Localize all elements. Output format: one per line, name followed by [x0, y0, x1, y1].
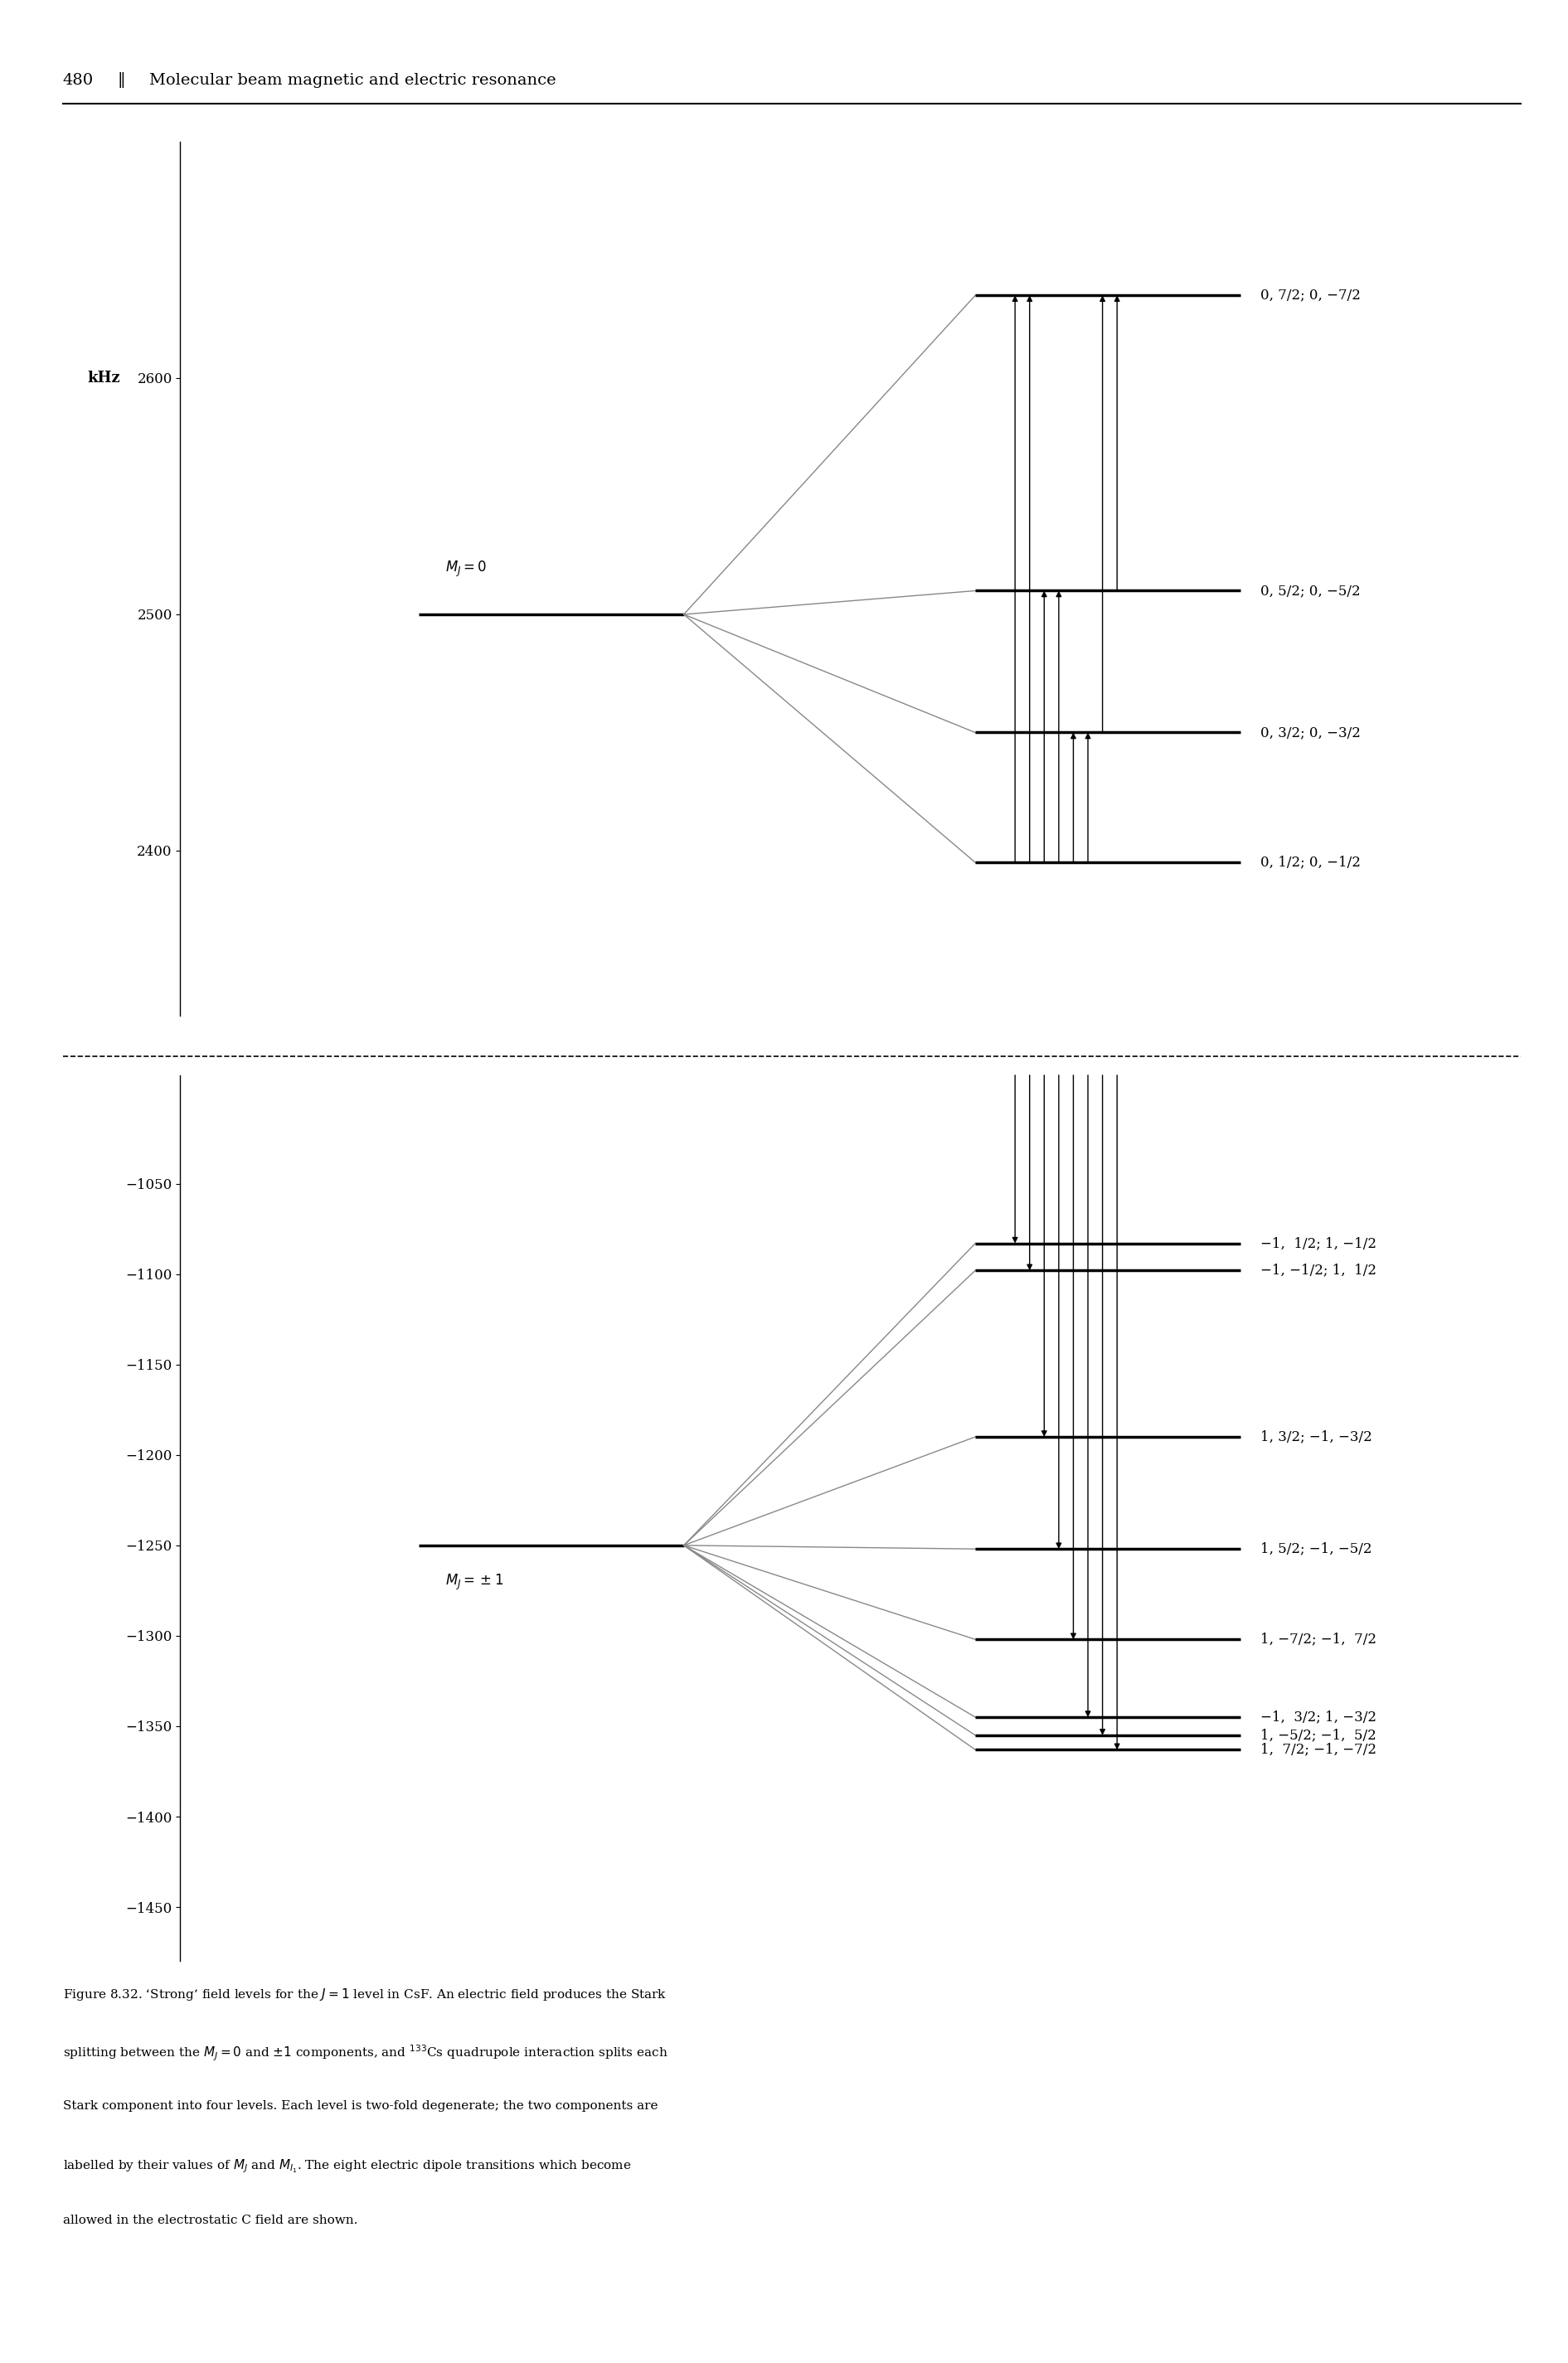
Text: −1,  1/2; 1, −1/2: −1, 1/2; 1, −1/2	[1261, 1236, 1377, 1250]
Text: labelled by their values of $M_J$ and $M_{I_1}$. The eight electric dipole trans: labelled by their values of $M_J$ and $M…	[63, 2157, 630, 2174]
Text: 0, 7/2; 0, −7/2: 0, 7/2; 0, −7/2	[1261, 288, 1361, 302]
Text: splitting between the $M_J = 0$ and $\pm1$ components, and $^{133}$Cs quadrupole: splitting between the $M_J = 0$ and $\pm…	[63, 2044, 668, 2063]
Text: 1, −5/2; −1,  5/2: 1, −5/2; −1, 5/2	[1261, 1727, 1377, 1742]
Text: kHz: kHz	[88, 371, 121, 385]
Text: 1,  7/2; −1, −7/2: 1, 7/2; −1, −7/2	[1261, 1742, 1377, 1756]
Text: 480: 480	[63, 73, 94, 87]
Text: $M_J=\pm 1$: $M_J=\pm 1$	[445, 1571, 503, 1593]
Text: Figure 8.32. ‘Strong’ field levels for the $J = 1$ level in CsF. An electric fie: Figure 8.32. ‘Strong’ field levels for t…	[63, 1987, 666, 2001]
Text: Molecular beam magnetic and electric resonance: Molecular beam magnetic and electric res…	[149, 73, 555, 87]
Text: −1, −1/2; 1,  1/2: −1, −1/2; 1, 1/2	[1261, 1264, 1377, 1278]
Text: allowed in the electrostatic C field are shown.: allowed in the electrostatic C field are…	[63, 2214, 358, 2226]
Text: −1,  3/2; 1, −3/2: −1, 3/2; 1, −3/2	[1261, 1711, 1377, 1725]
Text: 1, 3/2; −1, −3/2: 1, 3/2; −1, −3/2	[1261, 1430, 1372, 1444]
Text: 0, 3/2; 0, −3/2: 0, 3/2; 0, −3/2	[1261, 725, 1361, 740]
Text: Stark component into four levels. Each level is two-fold degenerate; the two com: Stark component into four levels. Each l…	[63, 2101, 657, 2113]
Text: ‖: ‖	[118, 73, 125, 87]
Text: 0, 1/2; 0, −1/2: 0, 1/2; 0, −1/2	[1261, 855, 1361, 870]
Text: $M_J=0$: $M_J=0$	[445, 560, 488, 579]
Text: 1, 5/2; −1, −5/2: 1, 5/2; −1, −5/2	[1261, 1543, 1372, 1555]
Text: 1, −7/2; −1,  7/2: 1, −7/2; −1, 7/2	[1261, 1633, 1377, 1647]
Text: 0, 5/2; 0, −5/2: 0, 5/2; 0, −5/2	[1261, 584, 1359, 598]
